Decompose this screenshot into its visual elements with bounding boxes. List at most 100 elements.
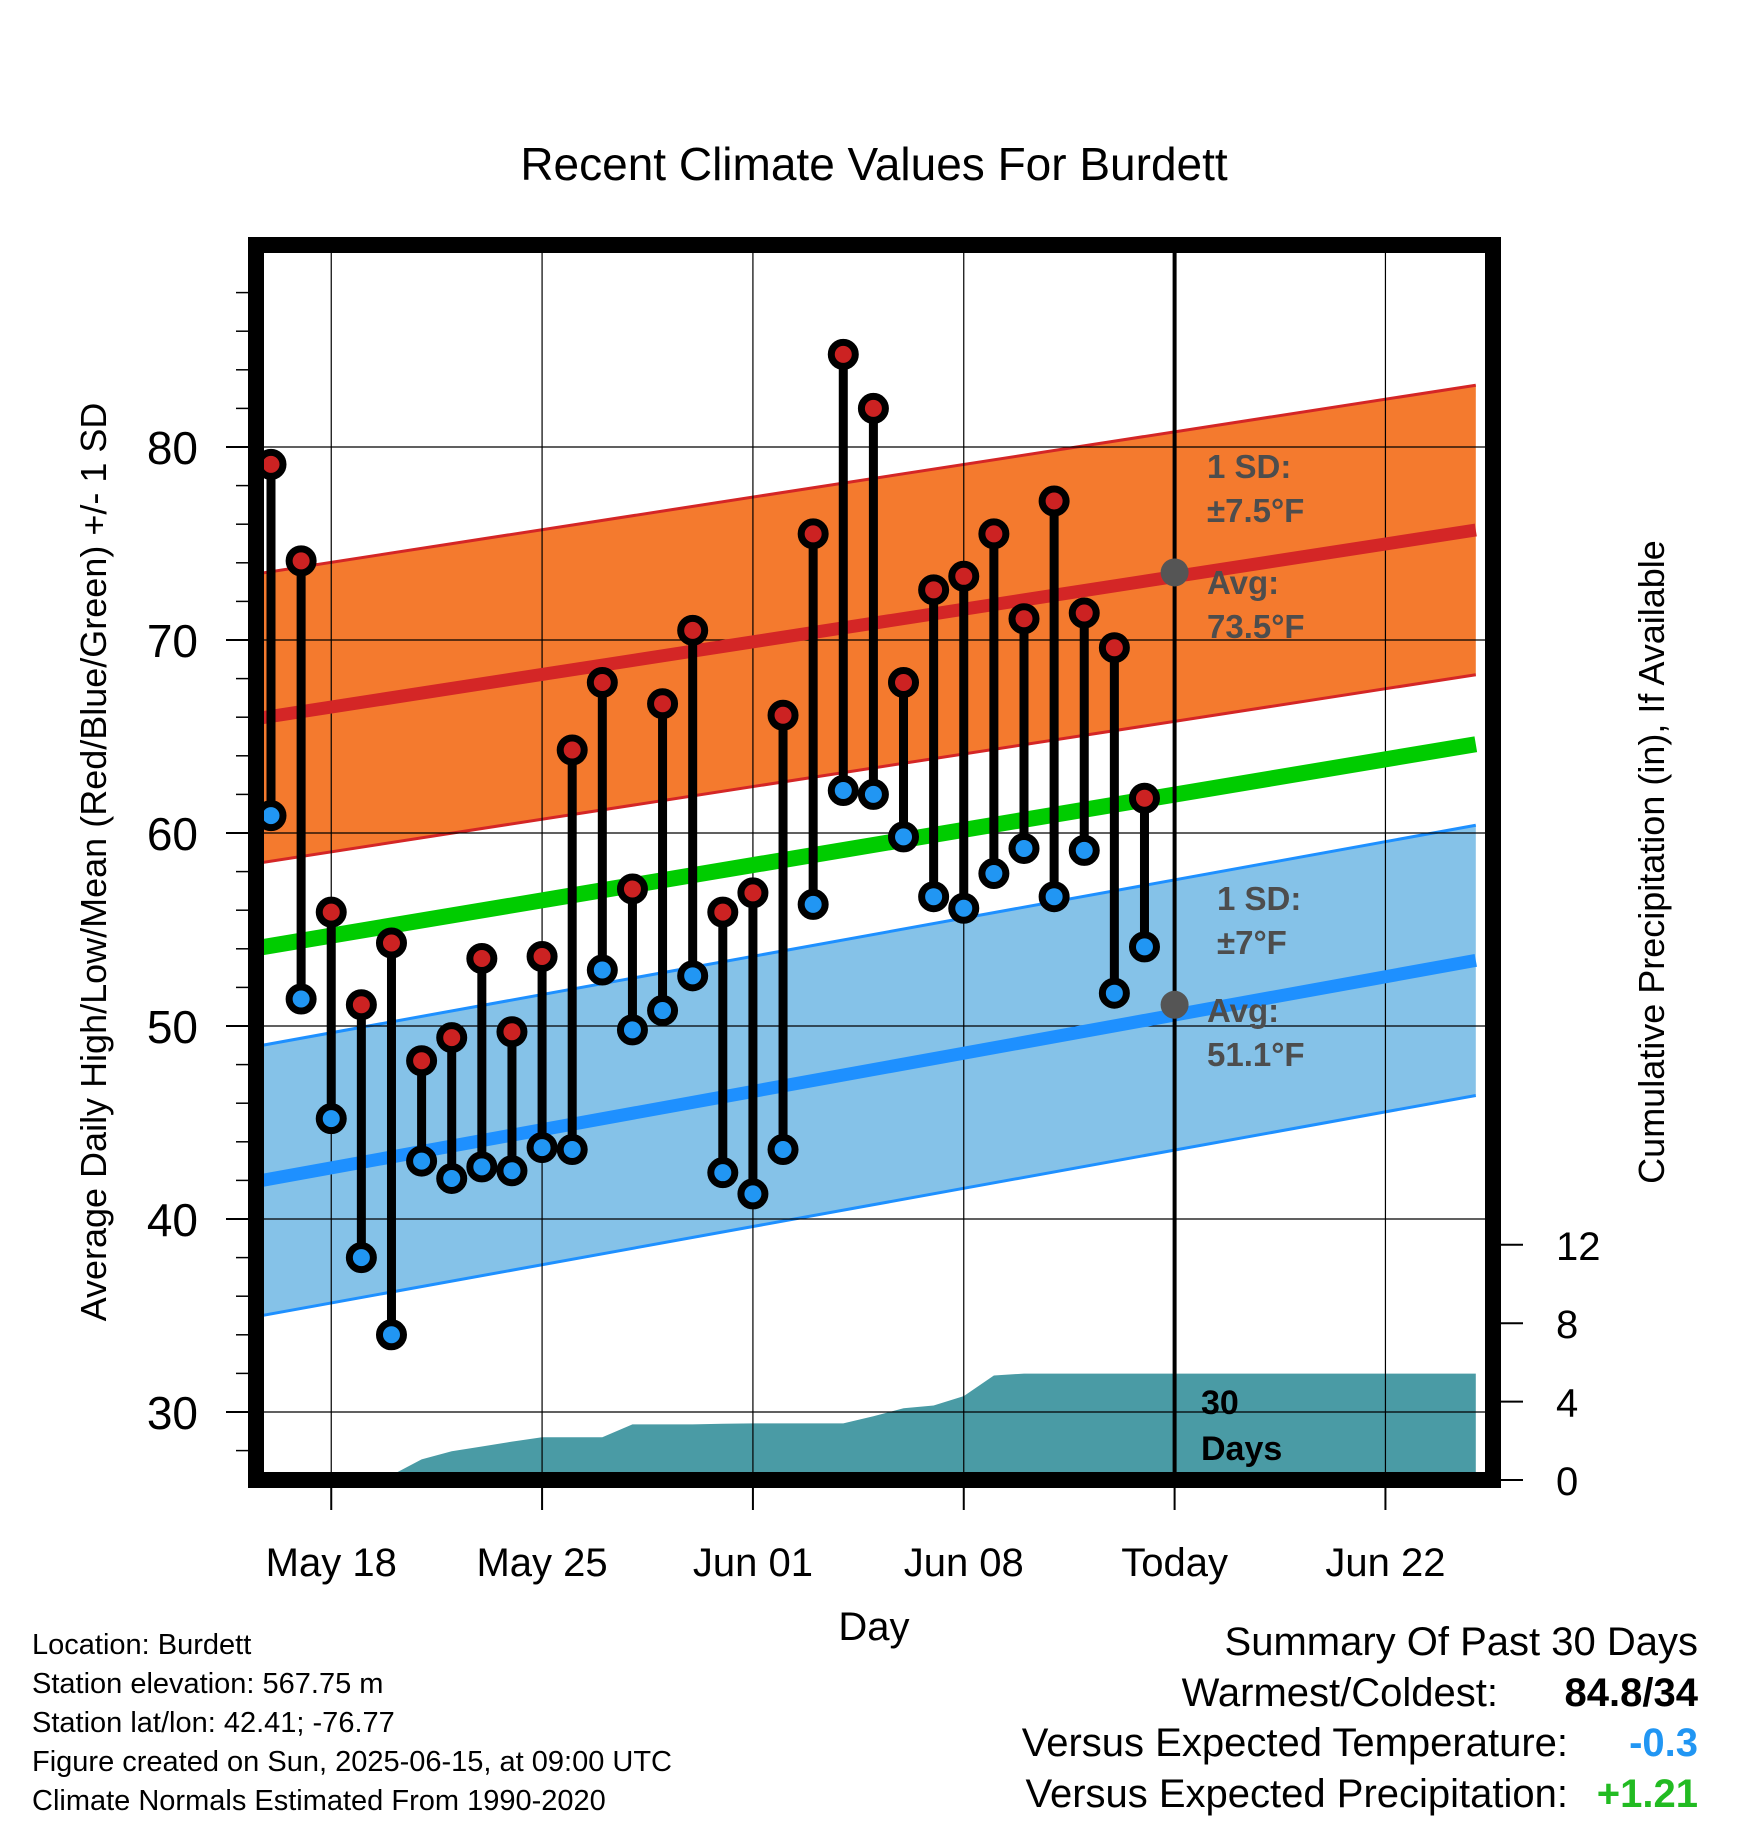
y-tick-label: 80 <box>147 422 198 474</box>
high-avg-value: 73.5°F <box>1207 608 1305 645</box>
plot-area <box>256 245 1493 1480</box>
low-avg-value: 51.1°F <box>1207 1036 1305 1073</box>
daily-high-point <box>315 896 347 928</box>
daily-high-point <box>737 877 769 909</box>
y2-tick-label: 4 <box>1556 1382 1578 1426</box>
y-tick-label: 50 <box>147 1001 198 1053</box>
daily-low-point <box>1098 977 1130 1009</box>
low-band-lower-edge <box>256 1094 1477 1319</box>
daily-high-point <box>1098 632 1130 664</box>
daily-low-point <box>1008 832 1040 864</box>
daily-high-point <box>616 873 648 905</box>
daily-high-point <box>436 1022 468 1054</box>
daily-high-point <box>677 614 709 646</box>
daily-low-point <box>556 1134 588 1166</box>
daily-high-point <box>827 338 859 370</box>
y2-axis-label: Cumulative Precipitation (in), If Availa… <box>1631 540 1672 1184</box>
daily-high-point <box>1038 485 1070 517</box>
daily-high-point <box>556 734 588 766</box>
daily-low-point <box>1128 931 1160 963</box>
location-text: Location: Burdett <box>32 1629 252 1661</box>
x-tick-label: Today <box>1121 1541 1228 1585</box>
x-tick-label: Jun 22 <box>1325 1541 1445 1585</box>
daily-high-point <box>978 518 1010 550</box>
daily-high-point <box>857 392 889 424</box>
x-tick-label: May 25 <box>476 1541 607 1585</box>
daily-high-point <box>707 896 739 928</box>
x-axis-label: Day <box>838 1605 909 1649</box>
daily-low-point <box>315 1103 347 1135</box>
high-band-upper-edge <box>256 383 1477 576</box>
daily-high-point <box>647 688 679 720</box>
temp-vs-expected-label: Versus Expected Temperature: <box>1021 1721 1568 1765</box>
daily-high-point <box>466 942 498 974</box>
cumulative-precip-area <box>271 1373 1476 1480</box>
daily-high-point <box>526 941 558 973</box>
daily-low-point <box>285 983 317 1015</box>
y-axis-label: Average Daily High/Low/Mean (Red/Blue/Gr… <box>73 403 114 1322</box>
low-avg-marker <box>1160 990 1189 1019</box>
y2-tick-label: 8 <box>1556 1303 1578 1347</box>
daily-low-point <box>526 1132 558 1164</box>
daily-low-point <box>948 892 980 924</box>
y-tick-label: 70 <box>147 615 198 667</box>
daily-high-point <box>496 1016 528 1048</box>
daily-low-point <box>436 1162 468 1194</box>
precip-vs-expected-value: +1.21 <box>1596 1772 1698 1816</box>
x-tick-label: Jun 01 <box>693 1541 813 1585</box>
daily-low-point <box>737 1178 769 1210</box>
daily-high-point <box>285 545 317 577</box>
daily-high-point <box>767 699 799 731</box>
daily-low-point <box>496 1155 528 1187</box>
created-text: Figure created on Sun, 2025-06-15, at 09… <box>32 1746 672 1778</box>
y-tick-label: 30 <box>147 1387 198 1439</box>
daily-low-point <box>375 1319 407 1351</box>
daily-low-point <box>797 888 829 920</box>
x-tick-label: May 18 <box>266 1541 397 1585</box>
high-avg-label: Avg: <box>1207 564 1279 601</box>
elevation-text: Station elevation: 567.75 m <box>32 1668 384 1700</box>
daily-high-point <box>1008 603 1040 635</box>
daily-low-point <box>677 960 709 992</box>
daily-low-point <box>345 1242 377 1274</box>
temp-vs-expected-value: -0.3 <box>1629 1721 1698 1765</box>
normal-high-line <box>256 523 1477 726</box>
daily-low-point <box>616 1014 648 1046</box>
daily-high-point <box>586 666 618 698</box>
low-sd-value: ±7°F <box>1217 924 1287 961</box>
daily-high-point <box>375 927 407 959</box>
low-sd-label: 1 SD: <box>1217 880 1301 917</box>
daily-low-point <box>767 1134 799 1166</box>
days-text-label: Days <box>1201 1430 1282 1468</box>
daily-low-point <box>1068 834 1100 866</box>
high-sd-label: 1 SD: <box>1207 448 1291 485</box>
daily-high-point <box>1128 782 1160 814</box>
daily-low-point <box>406 1145 438 1177</box>
y2-tick-label: 0 <box>1556 1460 1578 1504</box>
normal-low-line <box>256 953 1477 1189</box>
y-tick-label: 40 <box>147 1194 198 1246</box>
normals-text: Climate Normals Estimated From 1990-2020 <box>32 1785 606 1817</box>
daily-high-point <box>1068 597 1100 629</box>
daily-high-point <box>797 518 829 550</box>
summary-title: Summary Of Past 30 Days <box>1224 1620 1698 1664</box>
precip-vs-expected-label: Versus Expected Precipitation: <box>1025 1772 1568 1816</box>
daily-high-point <box>888 666 920 698</box>
high-sd-value: ±7.5°F <box>1207 492 1304 529</box>
low-band-upper-edge <box>256 823 1477 1048</box>
latlon-text: Station lat/lon: 42.41; -76.77 <box>32 1707 395 1739</box>
y2-tick-label: 12 <box>1556 1225 1601 1269</box>
daily-low-point <box>888 821 920 853</box>
daily-low-point <box>707 1157 739 1189</box>
daily-low-point <box>647 995 679 1027</box>
warm-cold-value: 84.8/34 <box>1564 1671 1698 1715</box>
daily-low-point <box>857 778 889 810</box>
daily-low-point <box>1038 881 1070 913</box>
low-avg-label: Avg: <box>1207 992 1279 1029</box>
normal-mean-line <box>256 736 1478 957</box>
daily-high-point <box>345 989 377 1021</box>
daily-low-point <box>978 858 1010 890</box>
daily-low-point <box>466 1151 498 1183</box>
plot-frame <box>248 237 1501 1488</box>
